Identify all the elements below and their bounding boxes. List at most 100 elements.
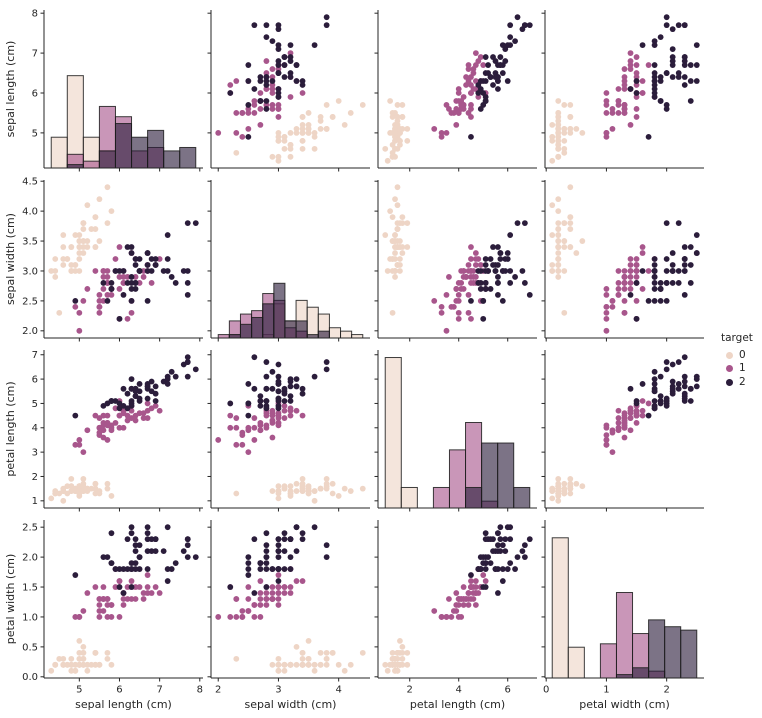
data-point — [263, 566, 270, 572]
data-point — [675, 385, 682, 392]
data-point — [136, 381, 143, 387]
data-point — [438, 303, 445, 310]
data-point — [293, 524, 300, 531]
data-point — [80, 449, 87, 456]
data-point — [392, 137, 398, 144]
subplot-r3c2: 2 4 6 — [374, 520, 537, 696]
data-point — [80, 649, 87, 656]
legend-swatch-1-icon — [726, 365, 733, 373]
data-point — [663, 70, 670, 76]
scatter-points — [382, 524, 533, 674]
data-point — [48, 268, 55, 274]
data-point — [299, 578, 306, 584]
data-point — [465, 602, 472, 608]
data-point — [281, 661, 288, 668]
data-point — [567, 226, 574, 232]
data-point — [257, 602, 264, 608]
data-point — [482, 54, 489, 60]
data-point — [128, 530, 135, 537]
data-point — [112, 405, 119, 412]
data-point — [164, 376, 171, 382]
data-point — [76, 309, 83, 316]
y-ticks — [541, 12, 545, 134]
data-point — [495, 292, 501, 298]
data-point — [116, 578, 123, 584]
data-point — [468, 315, 474, 322]
data-point — [88, 226, 95, 232]
data-point — [621, 286, 628, 292]
y-tick-label: 4 — [32, 423, 38, 434]
data-point — [669, 262, 676, 268]
data-point — [609, 110, 616, 116]
data-point — [184, 359, 191, 365]
data-point — [639, 42, 646, 49]
data-point — [615, 286, 622, 292]
data-point — [80, 238, 87, 244]
data-point — [64, 661, 71, 668]
scatter-points — [48, 184, 199, 334]
data-point — [76, 441, 83, 448]
data-point — [394, 226, 401, 232]
data-point — [281, 407, 288, 414]
data-point — [463, 274, 469, 280]
data-point — [477, 286, 484, 292]
data-point — [275, 129, 282, 136]
data-point — [645, 133, 652, 140]
data-point — [144, 584, 151, 590]
data-point — [681, 373, 688, 380]
data-point — [184, 542, 191, 549]
data-point — [475, 566, 482, 572]
data-point — [132, 286, 139, 292]
y-axis-label-row-2: petal length (cm) — [4, 381, 17, 476]
data-point — [132, 584, 139, 590]
data-point — [627, 427, 634, 434]
data-point — [468, 572, 474, 578]
data-point — [108, 614, 115, 620]
data-point — [663, 359, 670, 365]
hist-bar — [340, 330, 353, 339]
data-point — [555, 232, 562, 238]
data-point — [251, 536, 258, 543]
data-point — [245, 125, 252, 132]
data-point — [603, 309, 610, 316]
data-point — [104, 268, 111, 274]
data-point — [657, 78, 664, 84]
y-tick-label: 6 — [32, 374, 38, 385]
data-point — [287, 153, 294, 160]
y-ticks: 1 2 3 4 5 6 7 — [32, 350, 44, 507]
data-point — [104, 292, 111, 298]
data-point — [76, 437, 83, 443]
data-point — [615, 110, 622, 116]
data-point — [92, 649, 99, 656]
data-point — [561, 244, 568, 250]
subplot-r0c3 — [541, 10, 704, 172]
data-point — [299, 122, 306, 128]
data-point — [669, 268, 676, 274]
data-point — [257, 98, 264, 104]
data-point — [160, 268, 167, 274]
data-point — [621, 274, 628, 280]
data-point — [263, 548, 270, 555]
data-point — [80, 297, 87, 304]
data-point — [497, 250, 504, 256]
data-point — [287, 566, 294, 572]
y-tick-label: 3.0 — [22, 266, 38, 277]
data-point — [397, 637, 403, 644]
data-point — [281, 398, 288, 404]
data-point — [323, 22, 330, 29]
data-point — [603, 315, 610, 322]
data-point — [96, 661, 103, 668]
data-point — [497, 536, 504, 543]
data-point — [521, 220, 528, 226]
data-point — [72, 572, 79, 578]
data-point — [76, 655, 83, 662]
legend-item-0: 0 — [721, 349, 753, 363]
hist-bar — [632, 667, 650, 679]
data-point — [287, 378, 294, 385]
data-point — [68, 655, 75, 662]
data-point — [257, 596, 264, 602]
data-point — [148, 378, 155, 385]
y-ticks — [374, 526, 378, 678]
data-point — [239, 608, 246, 614]
data-point — [621, 86, 628, 92]
